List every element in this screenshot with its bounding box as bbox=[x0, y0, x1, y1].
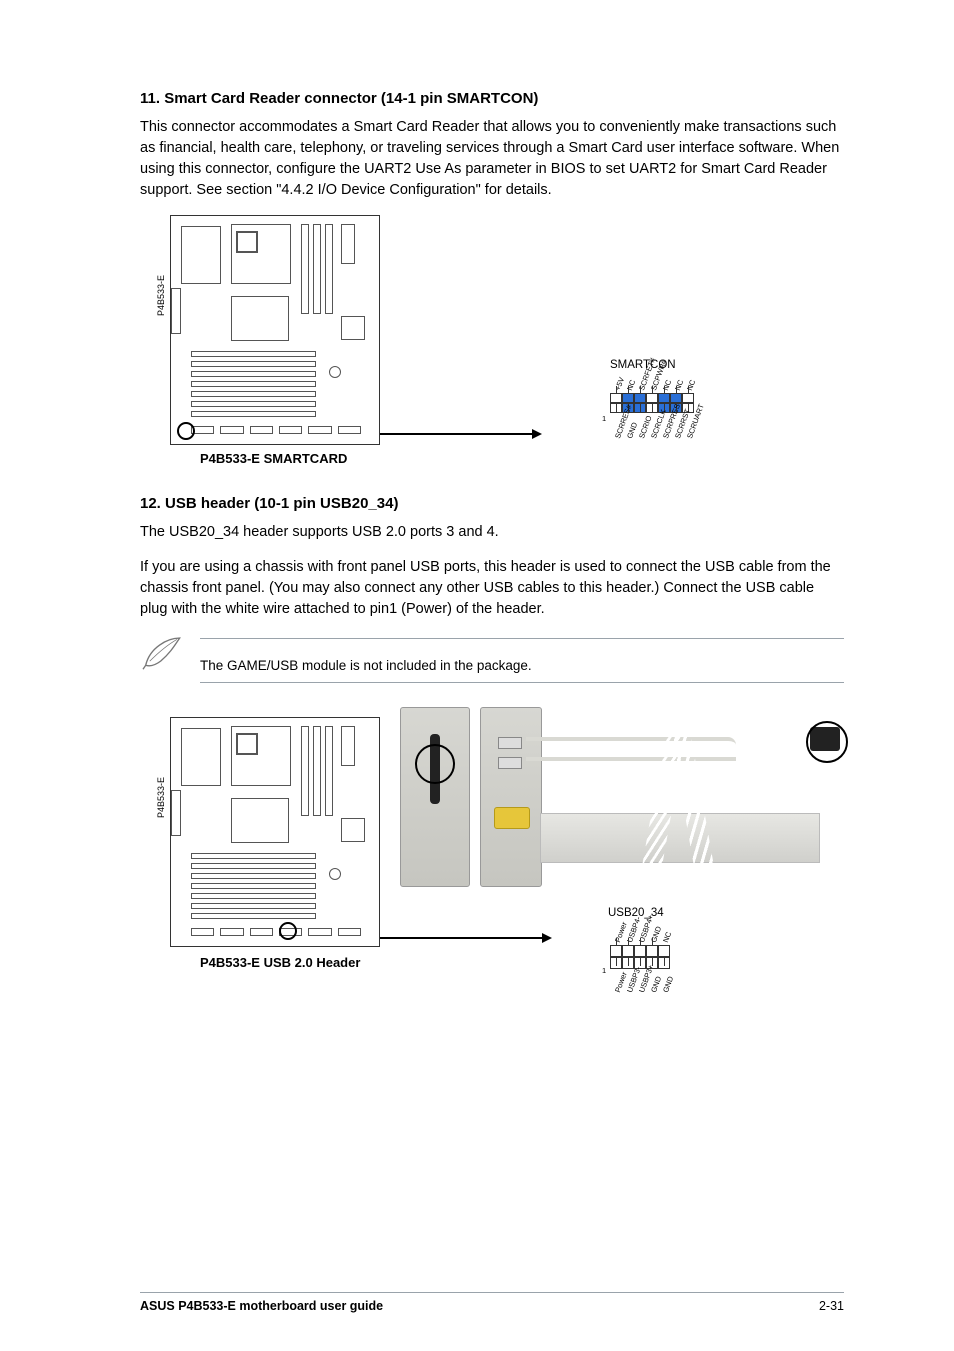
sec12-p2: If you are using a chassis with front pa… bbox=[140, 557, 844, 620]
sec12-mobo-rot-label: P4B533-E bbox=[156, 777, 166, 818]
sec11-figure: P4B533-E SMARTCON bbox=[140, 215, 844, 465]
sec12-heading: 12. USB header (10-1 pin USB20_34) bbox=[140, 495, 844, 512]
motherboard-diagram-2 bbox=[170, 717, 380, 947]
usb-locator-circle bbox=[279, 922, 297, 940]
smartcon-header: +5V NC SCRFET# SCPWR# NC NC NC bbox=[610, 375, 694, 431]
sec12-caption: P4B533-E USB 2.0 Header bbox=[200, 955, 360, 970]
note-text: The GAME/USB module is not included in t… bbox=[200, 657, 844, 676]
footer-left: ASUS P4B533-E motherboard user guide bbox=[140, 1299, 383, 1313]
sec12-p1: The USB20_34 header supports USB 2.0 por… bbox=[140, 522, 844, 543]
note-feather-icon bbox=[140, 634, 184, 677]
sec11-caption: P4B533-E SMARTCARD bbox=[200, 451, 347, 466]
page-footer: ASUS P4B533-E motherboard user guide 2-3… bbox=[140, 1292, 844, 1313]
sec12-figure: P4B533-E bbox=[140, 707, 844, 1017]
usb-bracket-photo bbox=[400, 707, 470, 887]
sec11-paragraph: This connector accommodates a Smart Card… bbox=[140, 117, 844, 201]
motherboard-diagram bbox=[170, 215, 380, 445]
pin-lbl: GND bbox=[662, 975, 675, 993]
note-block: The GAME/USB module is not included in t… bbox=[140, 634, 844, 701]
game-usb-module-photo bbox=[480, 707, 840, 897]
pin-lbl: NC bbox=[662, 931, 673, 944]
sec12-arrow bbox=[380, 937, 550, 939]
usb-header: Power USBP4- USBP4+ GND NC Power U bbox=[610, 929, 670, 985]
page: 11. Smart Card Reader connector (14-1 pi… bbox=[0, 0, 954, 1351]
pin1-marker: 1 bbox=[602, 415, 606, 423]
sec11-heading: 11. Smart Card Reader connector (14-1 pi… bbox=[140, 90, 844, 107]
sec11-mobo-rot-label: P4B533-E bbox=[156, 275, 166, 316]
pin1-marker: 1 bbox=[602, 967, 606, 975]
smartcon-locator-circle bbox=[177, 422, 195, 440]
sec11-arrow bbox=[380, 433, 540, 435]
footer-page-number: 2-31 bbox=[819, 1299, 844, 1313]
